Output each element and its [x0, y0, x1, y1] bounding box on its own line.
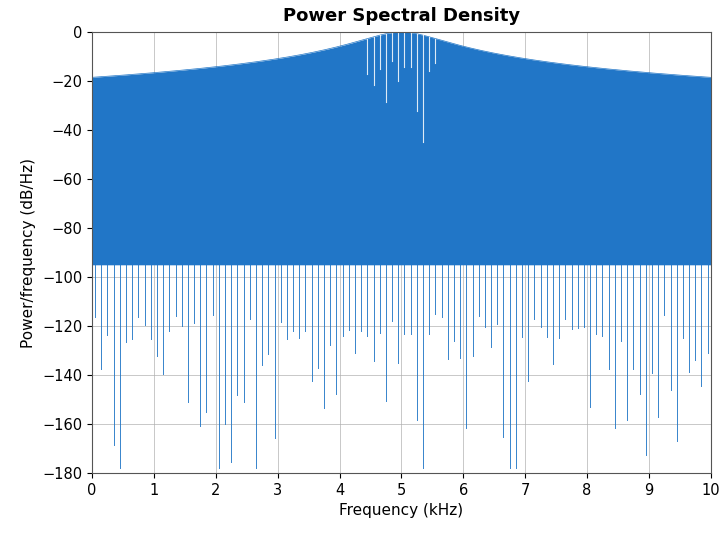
Title: Power Spectral Density: Power Spectral Density: [283, 7, 520, 25]
Y-axis label: Power/frequency (dB/Hz): Power/frequency (dB/Hz): [22, 158, 36, 347]
X-axis label: Frequency (kHz): Frequency (kHz): [340, 503, 463, 518]
